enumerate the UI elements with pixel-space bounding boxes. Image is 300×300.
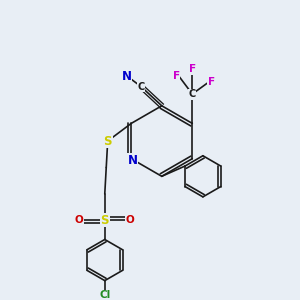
Text: F: F (189, 64, 196, 74)
Text: F: F (208, 77, 215, 87)
Text: Cl: Cl (99, 290, 110, 300)
Text: C: C (189, 89, 196, 99)
Text: F: F (172, 71, 180, 81)
Text: O: O (126, 215, 135, 225)
Text: O: O (75, 215, 84, 225)
Text: N: N (122, 70, 131, 83)
Text: S: S (100, 214, 109, 227)
Text: C: C (138, 82, 145, 92)
Text: N: N (128, 154, 138, 166)
Text: S: S (103, 134, 112, 148)
